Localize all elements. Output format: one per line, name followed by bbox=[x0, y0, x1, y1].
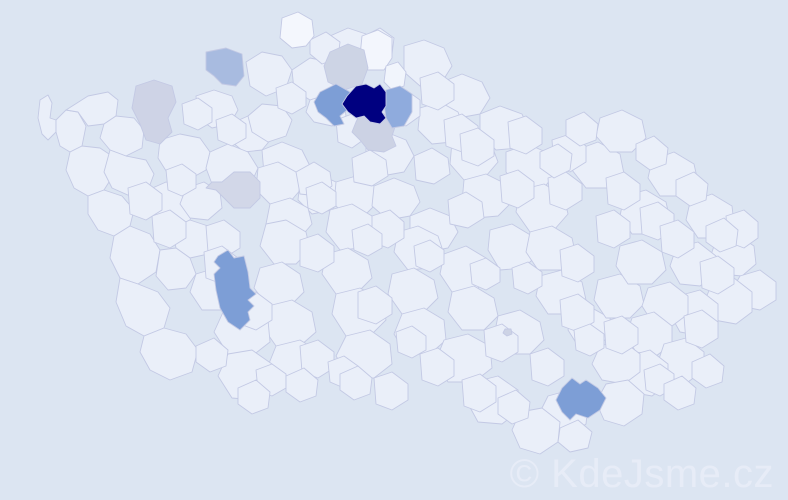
watermark-kdejsme: © KdeJsme.cz bbox=[509, 452, 774, 496]
district-filler-oo[interactable] bbox=[215, 113, 247, 147]
district-filler-hh[interactable] bbox=[461, 373, 497, 413]
district-zdar[interactable] bbox=[487, 223, 539, 271]
district-filler-cc[interactable] bbox=[507, 115, 543, 155]
district-base-layer bbox=[37, 13, 777, 455]
district-decin[interactable] bbox=[245, 51, 293, 97]
district-edge-s-c[interactable] bbox=[497, 389, 531, 425]
district-edge-east-a[interactable] bbox=[539, 143, 573, 179]
highlight-white-district-decin[interactable] bbox=[279, 11, 315, 49]
district-filler-yy[interactable] bbox=[395, 325, 427, 359]
district-filler-n[interactable] bbox=[499, 169, 535, 209]
highlight-blue-district-liberec[interactable] bbox=[205, 47, 245, 87]
district-klatovy-west[interactable] bbox=[109, 225, 161, 285]
highlight-tiny-dot-southeast[interactable] bbox=[502, 328, 513, 337]
highlight-gray-district-rakovnik[interactable] bbox=[205, 171, 261, 209]
district-filler-p[interactable] bbox=[659, 219, 695, 259]
district-prostejov[interactable] bbox=[615, 239, 667, 285]
district-filler-h[interactable] bbox=[357, 285, 393, 325]
highlight-blue-district-southwest[interactable] bbox=[213, 249, 257, 331]
district-edge-s-d[interactable] bbox=[557, 419, 593, 453]
district-as-spur[interactable] bbox=[37, 94, 57, 141]
district-edge-east-d[interactable] bbox=[675, 171, 709, 207]
district-filler-x[interactable] bbox=[603, 315, 639, 355]
district-edge-s-a[interactable] bbox=[285, 367, 319, 403]
district-filler-ii[interactable] bbox=[683, 309, 719, 349]
district-edge-sw-b[interactable] bbox=[237, 379, 271, 415]
district-filler-j[interactable] bbox=[529, 347, 565, 387]
district-karlovy-vary[interactable] bbox=[99, 115, 145, 157]
district-highlight-layer bbox=[131, 11, 607, 421]
district-jihlava[interactable] bbox=[447, 285, 499, 331]
district-edge-s-b[interactable] bbox=[339, 365, 373, 401]
highlight-gray-district-chomutov[interactable] bbox=[131, 79, 177, 145]
district-filler-nn[interactable] bbox=[275, 81, 307, 115]
district-filler-rr[interactable] bbox=[351, 223, 383, 257]
district-filler-vv[interactable] bbox=[573, 323, 605, 357]
district-filler-l[interactable] bbox=[595, 209, 631, 249]
district-sumava[interactable] bbox=[139, 327, 199, 381]
district-edge-sw-a[interactable] bbox=[195, 337, 229, 373]
district-filler-qq[interactable] bbox=[305, 181, 337, 215]
highlight-gray-district-above-navy[interactable] bbox=[323, 43, 369, 91]
district-klatovy-south[interactable] bbox=[115, 277, 171, 337]
district-filler-aa[interactable] bbox=[419, 71, 455, 111]
district-filler-f[interactable] bbox=[447, 191, 485, 229]
district-edge-east-c[interactable] bbox=[635, 135, 669, 171]
district-filler-tt[interactable] bbox=[469, 257, 501, 291]
district-filler-k[interactable] bbox=[559, 243, 595, 283]
district-filler-g[interactable] bbox=[299, 233, 335, 273]
district-edge-east-e[interactable] bbox=[705, 217, 739, 253]
district-filler-jj[interactable] bbox=[699, 255, 735, 295]
district-filler-uu[interactable] bbox=[511, 261, 543, 295]
district-tabor[interactable] bbox=[321, 247, 373, 295]
district-filler-pp[interactable] bbox=[181, 97, 213, 131]
district-filler-bb[interactable] bbox=[459, 127, 495, 167]
highlight-blue-district-west-of-navy[interactable] bbox=[313, 83, 353, 127]
district-filler-w[interactable] bbox=[559, 293, 595, 333]
highlight-blue-district-southeast[interactable] bbox=[555, 377, 607, 421]
district-filler-d[interactable] bbox=[413, 147, 451, 185]
district-filler-u[interactable] bbox=[165, 163, 197, 197]
district-pelhrimov[interactable] bbox=[387, 267, 439, 315]
district-filler-ss[interactable] bbox=[413, 239, 445, 273]
district-filler-ff[interactable] bbox=[151, 209, 187, 249]
district-plzen-jih[interactable] bbox=[155, 247, 197, 291]
highlight-white-notch[interactable] bbox=[383, 61, 407, 91]
district-filler-s[interactable] bbox=[419, 347, 455, 387]
district-filler-gg[interactable] bbox=[127, 181, 163, 221]
highlight-navy-district[interactable] bbox=[341, 83, 387, 125]
district-filler-ll[interactable] bbox=[605, 171, 641, 211]
district-pisek[interactable] bbox=[253, 261, 305, 307]
district-edge-east-b[interactable] bbox=[565, 111, 599, 147]
district-edge-se-a[interactable] bbox=[691, 353, 725, 389]
district-nymburk[interactable] bbox=[371, 177, 421, 221]
district-ceska-lipa-south[interactable] bbox=[247, 103, 293, 143]
district-edge-se-b[interactable] bbox=[663, 375, 697, 411]
district-filler-t[interactable] bbox=[373, 371, 409, 411]
